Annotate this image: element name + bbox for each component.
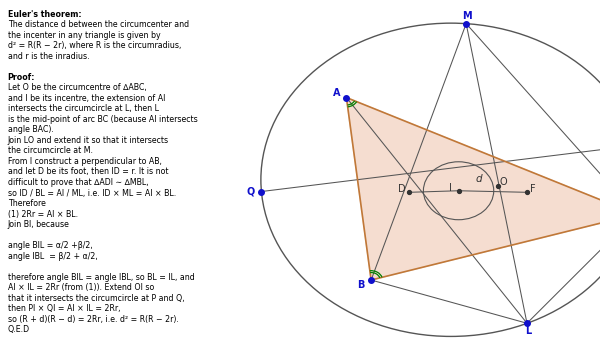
Text: and r is the inradius.: and r is the inradius.: [8, 52, 89, 61]
Text: M: M: [462, 11, 472, 21]
Text: O: O: [500, 178, 508, 188]
Text: Q.E.D: Q.E.D: [8, 325, 30, 334]
Text: and I be its incentre, the extension of AI: and I be its incentre, the extension of …: [8, 94, 165, 103]
Text: so ID / BL = AI / ML, i.e. ID × ML = AI × BL.: so ID / BL = AI / ML, i.e. ID × ML = AI …: [8, 189, 176, 198]
Polygon shape: [346, 98, 600, 280]
Text: then PI × QI = AI × IL = 2Rr,: then PI × QI = AI × IL = 2Rr,: [8, 304, 120, 313]
Text: so (R + d)(R − d) = 2Rr, i.e. d² = R(R − 2r).: so (R + d)(R − d) = 2Rr, i.e. d² = R(R −…: [8, 315, 179, 324]
Text: From I construct a perpendicular to AB,: From I construct a perpendicular to AB,: [8, 157, 161, 166]
Text: therefore angle BIL = angle IBL, so BL = IL, and: therefore angle BIL = angle IBL, so BL =…: [8, 273, 194, 282]
Text: The distance d between the circumcenter and: The distance d between the circumcenter …: [8, 20, 189, 30]
Text: Proof:: Proof:: [8, 73, 35, 82]
Text: d: d: [475, 174, 482, 184]
Text: Euler's theorem:: Euler's theorem:: [8, 10, 82, 19]
Text: the incenter in any triangle is given by: the incenter in any triangle is given by: [8, 31, 160, 40]
Text: I: I: [449, 183, 452, 193]
Text: difficult to prove that ∆ADI ∼ ∆MBL,: difficult to prove that ∆ADI ∼ ∆MBL,: [8, 178, 148, 187]
Text: d² = R(R − 2r), where R is the circumradius,: d² = R(R − 2r), where R is the circumrad…: [8, 42, 181, 51]
Text: D: D: [398, 184, 406, 194]
Text: L: L: [526, 326, 532, 336]
Text: Therefore: Therefore: [8, 199, 46, 208]
Text: F: F: [530, 184, 536, 194]
Text: is the mid-point of arc BC (because AI intersects: is the mid-point of arc BC (because AI i…: [8, 115, 197, 124]
Text: B: B: [357, 281, 364, 290]
Text: and let D be its foot, then ID = r. It is not: and let D be its foot, then ID = r. It i…: [8, 168, 168, 177]
Text: angle BIL = α/2 +β/2,: angle BIL = α/2 +β/2,: [8, 241, 92, 250]
Text: that it intersects the circumcircle at P and Q,: that it intersects the circumcircle at P…: [8, 293, 184, 303]
Text: intersects the circumcircle at L, then L: intersects the circumcircle at L, then L: [8, 105, 158, 114]
Text: angle BAC).: angle BAC).: [8, 126, 53, 135]
Text: angle IBL  = β/2 + α/2,: angle IBL = β/2 + α/2,: [8, 251, 97, 261]
Text: Join LO and extend it so that it intersects: Join LO and extend it so that it interse…: [8, 136, 169, 145]
Text: the circumcircle at M.: the circumcircle at M.: [8, 147, 92, 156]
Text: Join BI, because: Join BI, because: [8, 220, 70, 229]
Text: A: A: [333, 88, 341, 98]
Text: Q: Q: [247, 187, 255, 197]
Text: (1) 2Rr = AI × BL.: (1) 2Rr = AI × BL.: [8, 209, 78, 219]
Text: AI × IL = 2Rr (from (1)). Extend OI so: AI × IL = 2Rr (from (1)). Extend OI so: [8, 283, 154, 292]
Text: Let O be the circumcentre of ∆ABC,: Let O be the circumcentre of ∆ABC,: [8, 84, 146, 93]
